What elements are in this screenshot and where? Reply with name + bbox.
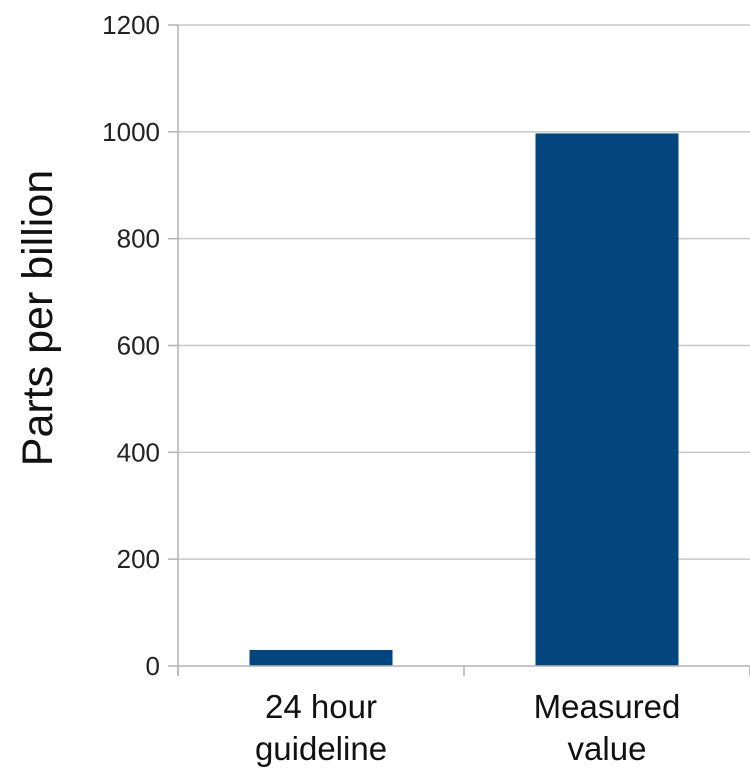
x-category-label-line: guideline — [255, 730, 387, 767]
y-tick-label-600: 600 — [117, 331, 160, 361]
y-tick-label-1000: 1000 — [102, 117, 160, 147]
y-tick-label-200: 200 — [117, 544, 160, 574]
y-tick-labels: 0 200 400 600 800 1000 1200 — [102, 10, 160, 681]
y-tick-label-0: 0 — [146, 651, 160, 681]
x-category-label-line: value — [568, 730, 647, 767]
y-axis-title: Parts per billion — [14, 170, 62, 466]
x-category-labels: 24 hour guideline Measured value — [255, 688, 680, 767]
axes — [168, 24, 750, 676]
y-tick-label-1200: 1200 — [102, 10, 160, 40]
x-category-label-line: Measured — [534, 688, 681, 725]
x-category-label-line: 24 hour — [265, 688, 377, 725]
bar-0 — [249, 649, 393, 666]
y-tick-label-400: 400 — [117, 437, 160, 467]
x-category-label-1: Measured value — [534, 688, 681, 767]
x-category-label-0: 24 hour guideline — [255, 688, 387, 767]
bar-1 — [535, 133, 679, 666]
bars — [249, 133, 679, 666]
y-tick-label-800: 800 — [117, 224, 160, 254]
